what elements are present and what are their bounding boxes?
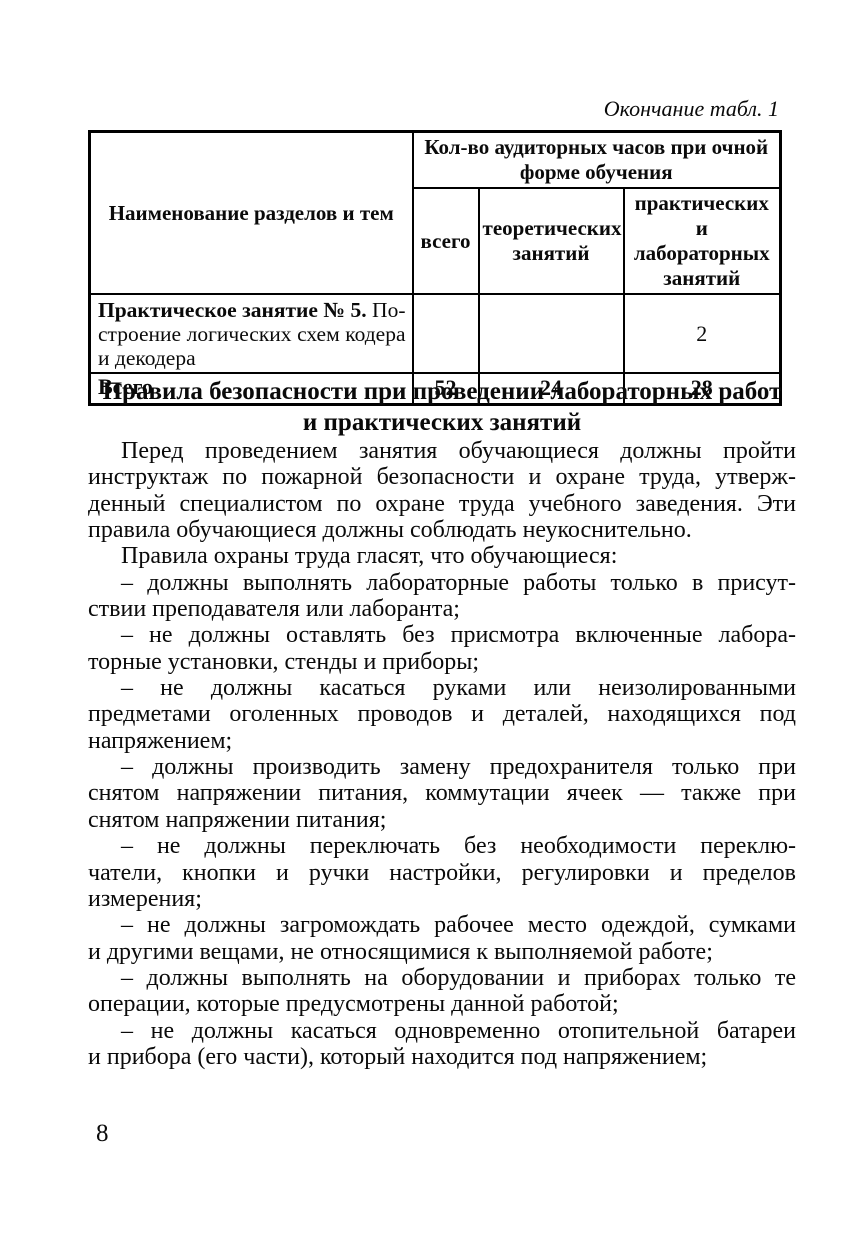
text-line: снятом напряжении питания, коммутации яч… (88, 780, 796, 807)
text-line: Практическое занятие № 5. По- (98, 298, 406, 322)
text-line: инструктаж по пожарной безопасности и ох… (88, 464, 796, 491)
paragraph: – не должны касаться одновременно отопит… (88, 1018, 796, 1071)
header-practice-column: практических и лабораторных занятий (622, 187, 782, 295)
table-total-row: Всего 52 24 28 (88, 372, 782, 405)
page-number: 8 (96, 1120, 109, 1147)
row-total-hours-cell (411, 293, 480, 374)
text-run: и декодера (98, 346, 196, 370)
row-practice-hours-cell: 2 (622, 293, 782, 374)
text-line: ствии преподавателя или лаборанта; (88, 596, 460, 623)
table-header-row-1: Наименование разделов и тем Кол-во аудит… (88, 130, 782, 295)
header-hours-group: Кол-во аудиторных часов при очной форме о… (411, 130, 782, 189)
total-theory-hours-cell: 24 (477, 372, 625, 405)
text-line: напряжением; (88, 727, 233, 754)
text-line: строение логических схем кодера (98, 322, 406, 346)
text-line: практических (634, 191, 769, 215)
total-hours-cell: 52 (411, 372, 480, 405)
text-line: Правила охраны труда гласят, что обучающ… (121, 543, 618, 570)
text-line: занятий (512, 241, 590, 265)
section-heading: Правила безопасности при проведении лабо… (88, 376, 796, 438)
table-row-practical-lesson-5: Практическое занятие № 5. По-строение ло… (88, 293, 782, 374)
header-name-column: Наименование разделов и тем (88, 130, 414, 295)
text-line: снятом напряжении питания; (88, 806, 387, 833)
text-line: правила обучающиеся должны соблюдать неу… (88, 517, 692, 544)
text-line: – не должны загромождать рабочее место о… (121, 912, 796, 939)
text-line: Правила безопасности при проведении лабо… (102, 378, 782, 405)
bold-text-run: Практическое занятие № 5. (98, 298, 367, 322)
text-line: занятий (663, 266, 741, 290)
text-run: строение логических схем кодера (98, 322, 406, 346)
text-line: и декодера (98, 346, 406, 370)
text-line: – должны выполнять на оборудовании и при… (121, 964, 796, 991)
text-line: и прибора (его части), который находится… (88, 1043, 708, 1070)
paragraph: – не должны касаться руками или неизолир… (88, 675, 796, 754)
total-practice-hours-cell: 28 (622, 372, 782, 405)
paragraph: – должны производить замену предохраните… (88, 754, 796, 833)
text-run: По- (366, 298, 406, 322)
text-line: форме обучения (519, 160, 673, 184)
row-topic-cell: Практическое занятие № 5. По-строение ло… (88, 293, 414, 374)
paragraph: – не должны оставлять без присмотра вклю… (88, 622, 796, 675)
header-total-column: всего (411, 187, 480, 295)
text-line: чатели, кнопки и ручки настройки, регули… (88, 859, 796, 886)
text-line: Кол-во аудиторных часов при очной (424, 135, 769, 159)
text-line: предметами оголенных проводов и деталей,… (88, 701, 796, 728)
paragraph: – не должны переключать без необходимост… (88, 833, 796, 912)
table-header-row-2: всего теоретических занятий практических и… (90, 187, 782, 295)
text-line: измерения; (88, 885, 202, 912)
total-label-cell: Всего (88, 372, 414, 405)
text-line: – не должны касаться руками или неизолир… (121, 675, 796, 702)
text-line: и практических занятий (302, 409, 582, 436)
text-line: всего (420, 228, 471, 253)
paragraph: Перед проведением занятия обучающиеся до… (88, 438, 796, 543)
text-line: – не должны оставлять без присмотра вклю… (121, 622, 796, 649)
body-text: Перед проведением занятия обучающиеся до… (88, 438, 796, 1070)
text-line: – не должны касаться одновременно отопит… (121, 1017, 796, 1044)
text-line: – должны производить замену предохраните… (121, 754, 796, 781)
paragraph: Правила охраны труда гласят, что обучающ… (88, 543, 796, 569)
text-line: и лабораторных (633, 216, 770, 265)
table-continuation-caption: Окончание табл. 1 (603, 96, 779, 121)
text-line: торные установки, стенды и приборы; (88, 648, 480, 675)
text-line: и другими вещами, не относящимися к выпо… (88, 938, 713, 965)
header-theory-column: теоретических занятий (477, 187, 625, 295)
text-line: Перед проведением занятия обучающиеся до… (121, 438, 796, 464)
row-theory-hours-cell (477, 293, 625, 374)
text-line: – не должны переключать без необходимост… (121, 833, 796, 860)
text-line: денный специалистом по охране труда учеб… (88, 490, 796, 517)
text-line: теоретических (482, 216, 622, 240)
curriculum-hours-table: Наименование разделов и тем Кол-во аудит… (88, 130, 783, 406)
paragraph: – должны выполнять на оборудовании и при… (88, 965, 796, 1018)
text-line: операции, которые предусмотрены данной р… (88, 991, 619, 1018)
paragraph: – не должны загромождать рабочее место о… (88, 912, 796, 965)
text-line: – должны выполнять лабораторные работы т… (121, 569, 796, 596)
paragraph: – должны выполнять лабораторные работы т… (88, 570, 796, 623)
